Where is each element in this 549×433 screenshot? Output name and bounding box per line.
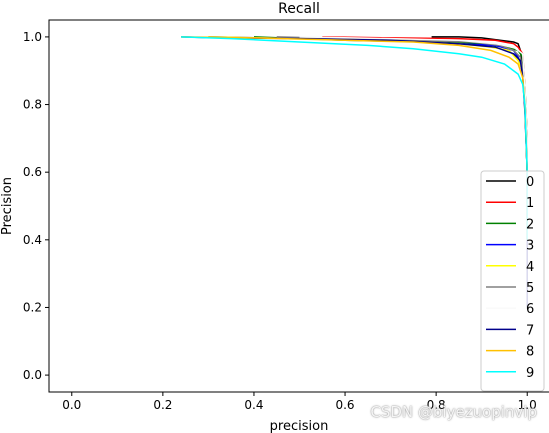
y-axis-label: Precision — [0, 177, 15, 235]
y-tick-label: 0.2 — [23, 300, 42, 314]
x-tick-label: 0.4 — [244, 398, 263, 412]
x-axis-ticks: 0.0 0.2 0.4 0.6 0.8 1.0 — [62, 392, 537, 412]
y-tick-label: 0.6 — [23, 165, 42, 179]
x-tick-label: 0.6 — [335, 398, 354, 412]
plot-lines — [181, 36, 528, 308]
series-line-6 — [299, 36, 528, 240]
legend: 0 1 2 3 4 5 6 7 8 9 — [480, 170, 545, 392]
y-tick-label: 0.4 — [23, 233, 42, 247]
axes-frame — [48, 19, 549, 393]
chart-title: Recall — [278, 1, 320, 17]
legend-label-3: 3 — [526, 239, 534, 254]
y-tick-label: 0.0 — [23, 368, 42, 382]
x-tick-label: 0.2 — [153, 398, 172, 412]
x-tick-label: 0.8 — [427, 398, 446, 412]
x-axis-label: precision — [270, 419, 329, 433]
legend-label-8: 8 — [526, 345, 534, 360]
watermark: CSDN @biyezuopinvip — [370, 403, 537, 421]
y-tick-label: 0.8 — [23, 98, 42, 112]
legend-label-5: 5 — [526, 281, 534, 296]
series-line-9 — [181, 36, 528, 240]
x-tick-label: 0.0 — [62, 398, 81, 412]
legend-label-6: 6 — [526, 302, 534, 317]
legend-label-7: 7 — [526, 323, 534, 338]
y-tick-label: 1.0 — [23, 30, 42, 44]
legend-label-9: 9 — [526, 366, 534, 381]
x-tick-label: 1.0 — [518, 398, 537, 412]
legend-box — [480, 170, 545, 392]
legend-label-1: 1 — [526, 196, 534, 211]
legend-label-0: 0 — [526, 175, 534, 190]
y-axis-ticks: 0.0 0.2 0.4 0.6 0.8 1.0 — [23, 30, 49, 382]
legend-label-2: 2 — [526, 217, 534, 232]
legend-label-4: 4 — [526, 260, 534, 275]
